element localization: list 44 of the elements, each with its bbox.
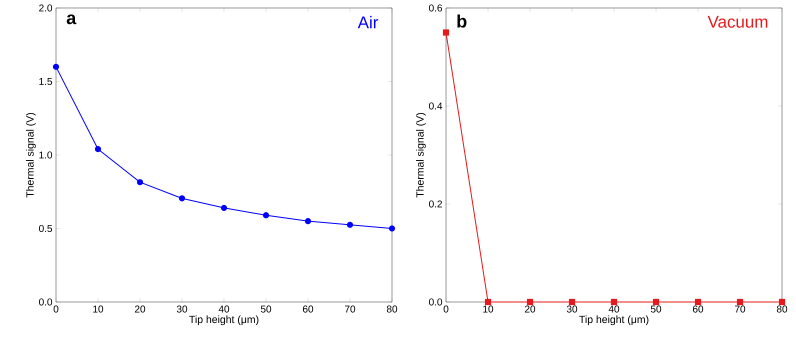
x-tick-label: 80 (386, 306, 398, 313)
point (94, 146, 102, 152)
x-axis-title: Tip height (μm) (579, 315, 648, 326)
x-tick-label: 60 (302, 306, 314, 313)
x-tick-label: 10 (93, 306, 104, 313)
point (52, 64, 60, 70)
point (136, 179, 144, 186)
x-tick-label: 60 (692, 306, 704, 313)
text: Air (358, 16, 378, 28)
x-tick-label: 20 (524, 306, 536, 313)
x-tick-label: 70 (734, 306, 746, 313)
x-tick-label: 50 (650, 306, 662, 313)
y-tick-label: 1.5 (39, 78, 52, 85)
point (346, 222, 354, 228)
x-axis-title: Tip height (μm) (189, 315, 258, 326)
x-tick-label: 40 (218, 306, 230, 313)
x-tick-label: 40 (608, 306, 620, 313)
point (388, 225, 396, 232)
y-tick-label: 2.0 (39, 4, 52, 12)
annotation: a (66, 14, 76, 24)
y-axis-title: Thermal signal (V) (26, 112, 36, 198)
point (178, 195, 186, 202)
x-tick-label: 20 (134, 306, 146, 313)
x-tick-label: 0 (54, 306, 58, 313)
y-tick-label: 1.0 (39, 151, 52, 159)
y-tick-label: 0.5 (39, 224, 52, 232)
y-tick-label: 0.2 (429, 200, 442, 208)
y-axis-title: Thermal signal (V) (416, 112, 426, 198)
x-tick-label: 30 (566, 306, 578, 313)
x-tick-label: 0 (444, 306, 448, 313)
y-tick-label: 0.0 (429, 298, 442, 306)
point (304, 218, 312, 224)
point (220, 204, 228, 212)
y-tick-label: 0.0 (39, 298, 52, 306)
annotation: b (457, 14, 466, 28)
x-tick-label: 80 (776, 306, 788, 313)
point (262, 212, 270, 218)
x-tick-label: 10 (483, 306, 494, 313)
x-tick-label: 50 (260, 306, 272, 313)
y-tick-label: 0.4 (429, 102, 442, 110)
y-tick-label: 0.6 (429, 4, 442, 12)
x-tick-label: 30 (176, 306, 188, 313)
x-tick-label: 70 (344, 306, 356, 313)
text: Vacuum (708, 16, 768, 28)
